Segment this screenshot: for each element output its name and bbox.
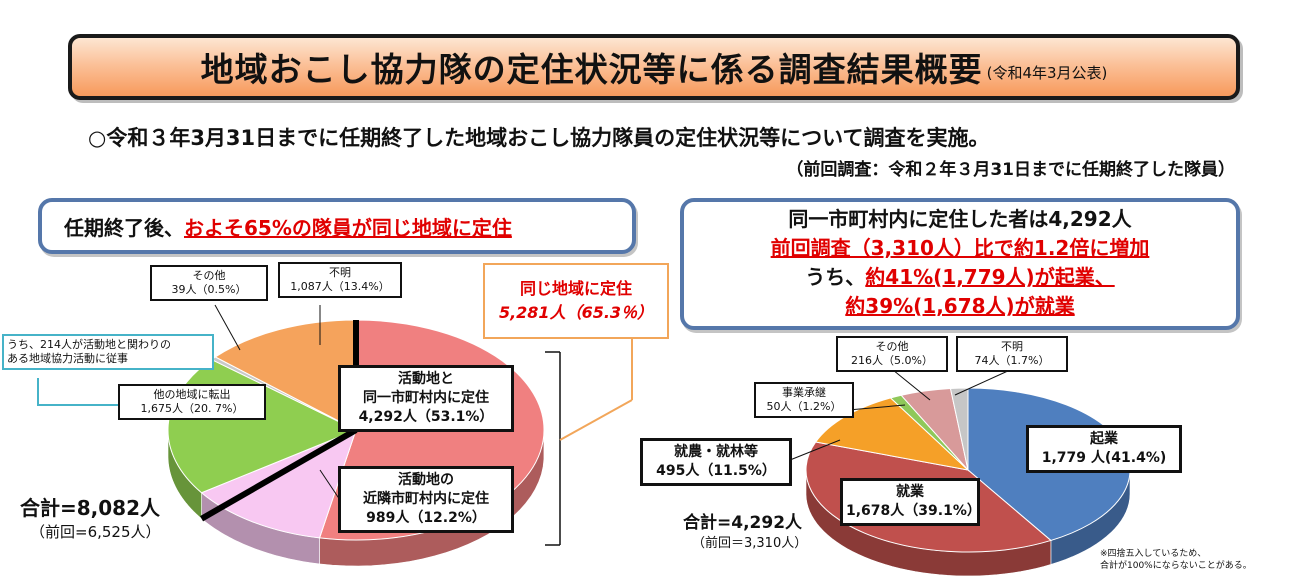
right-label-startup: 起業 1,779 人(41.4%) (1026, 425, 1182, 473)
right-pie-slice-5 (949, 387, 969, 471)
right-label-succession: 事業承継 50人（1.2%） (754, 382, 854, 418)
left-highlight-emphasis: およそ65%の隊員が同じ地域に定住 (184, 215, 512, 240)
left-label-same-muni-l2: 同一市町村内に定住 (363, 390, 489, 406)
label-leader (789, 439, 841, 461)
left-label-other-region: 他の地域に転出 1,675人（20. 7%） (118, 384, 266, 420)
footnote-line1: ※四捨五入しているため、 (1100, 549, 1207, 559)
title-banner: 地域おこし協力隊の定住状況等に係る調査結果概要 (令和4年3月公表) (68, 34, 1240, 100)
right-label-other: その他 216人（5.0%） (836, 336, 948, 372)
left-label-other-region-name: 他の地域に転出 (153, 388, 231, 401)
left-label-other-name: その他 (192, 269, 226, 282)
activity-note-line1: うち、214人が活動地と関わりの (7, 338, 171, 351)
survey-summary: ○令和３年3月31日までに任期終了した地域おこし協力隊員の定住状況等について調査… (88, 126, 990, 150)
label-leader (892, 369, 931, 401)
left-label-neighbor-l1: 活動地の (398, 472, 454, 488)
left-label-neighbor-value: 989人（12.2%） (366, 510, 486, 526)
left-label-other-region-value: 1,675人（20. 7%） (140, 402, 244, 415)
left-label-same-muni-value: 4,292人（53.1%） (358, 409, 494, 425)
label-leader (214, 304, 241, 351)
right-label-succession-value: 50人（1.2%） (766, 400, 842, 413)
left-label-neighbor-municipality: 活動地の 近隣市町村内に定住 989人（12.2%） (338, 466, 514, 533)
previous-survey-note: （前回調査：令和２年３月31日までに任期終了した隊員） (786, 160, 1235, 180)
right-total: 合計=4,292人 (683, 513, 803, 533)
label-leader (319, 469, 341, 501)
left-pie-slice-1 (200, 429, 357, 539)
activity-note-line2: ある地域協力活動に従事 (7, 352, 128, 365)
right-label-other-name: その他 (875, 340, 909, 353)
left-total: 合計=8,082人 (20, 496, 161, 520)
right-label-unknown: 不明 74人（1.7%） (956, 336, 1068, 372)
left-label-unknown-value: 1,087人（13.4%） (290, 280, 390, 293)
same-region-value: 5,281人（65.3％） (498, 303, 654, 322)
label-leader (954, 369, 1011, 396)
right-highlight-line3: うち、約41%(1,779人)が起業、 (684, 263, 1236, 292)
right-label-employ-name: 就業 (896, 484, 924, 500)
footnote: ※四捨五入しているため、 合計が100%にならないことがある。 (1100, 548, 1252, 572)
right-label-agriculture: 就農・就林等 495人（11.5%） (640, 438, 792, 486)
right-label-startup-name: 起業 (1090, 431, 1118, 447)
left-label-unknown: 不明 1,087人（13.4%） (278, 262, 402, 298)
left-label-unknown-name: 不明 (329, 266, 351, 279)
right-label-startup-value: 1,779 人(41.4%) (1041, 450, 1167, 466)
right-highlight-box: 同一市町村内に定住した者は4,292人 前回調査（3,310人）比で約1.2倍に… (680, 198, 1240, 330)
left-highlight-prefix: 任期終了後、 (64, 215, 184, 240)
right-previous-total: （前回＝3,310人） (692, 536, 808, 551)
right-highlight-line2: 前回調査（3,310人）比で約1.2倍に増加 (770, 236, 1150, 260)
same-region-label: 同じ地域に定住 (519, 279, 632, 298)
left-pie-slice-4 (214, 319, 357, 431)
footnote-line2: 合計が100%にならないことがある。 (1100, 561, 1252, 571)
same-region-connector (559, 399, 633, 441)
right-highlight-line1: 同一市町村内に定住した者は4,292人 (788, 207, 1132, 231)
left-highlight-box: 任期終了後、およそ65%の隊員が同じ地域に定住 (38, 198, 636, 254)
activity-note-box: うち、214人が活動地と関わりの ある地域協力活動に従事 (2, 334, 214, 370)
right-label-other-value: 216人（5.0%） (851, 354, 933, 367)
left-label-same-muni-l1: 活動地と (398, 371, 454, 387)
right-label-employment: 就業 1,678人（39.1%） (840, 478, 981, 526)
right-label-unknown-value: 74人（1.7%） (974, 354, 1050, 367)
left-pie-group-divider-1 (200, 427, 358, 522)
right-label-succession-name: 事業承継 (782, 386, 826, 399)
right-label-employ-value: 1,678人（39.1%） (846, 503, 981, 519)
left-label-other-value: 39人（0.5%） (171, 283, 247, 296)
left-previous-total: （前回=6,525人） (30, 523, 161, 541)
publication-date: (令和4年3月公表) (986, 63, 1108, 82)
left-highlight-text: 任期終了後、およそ65%の隊員が同じ地域に定住 (64, 212, 512, 241)
right-highlight-line4: 約39%(1,678人)が就業 (845, 294, 1075, 318)
label-leader (847, 404, 906, 411)
same-region-box: 同じ地域に定住 5,281人（65.3％） (483, 263, 669, 339)
left-label-same-municipality: 活動地と 同一市町村内に定住 4,292人（53.1%） (338, 365, 514, 432)
left-label-neighbor-l2: 近隣市町村内に定住 (363, 491, 489, 507)
right-label-agri-value: 495人（11.5%） (656, 463, 776, 479)
page-title: 地域おこし協力隊の定住状況等に係る調査結果概要 (200, 50, 983, 89)
right-label-agri-name: 就農・就林等 (674, 444, 758, 460)
right-highlight-line3-prefix: うち、 (805, 265, 866, 289)
right-highlight-line3-emphasis: 約41%(1,779人)が起業、 (865, 265, 1115, 289)
right-label-unknown-name: 不明 (1001, 340, 1023, 353)
left-label-other: その他 39人（0.5%） (150, 265, 268, 301)
